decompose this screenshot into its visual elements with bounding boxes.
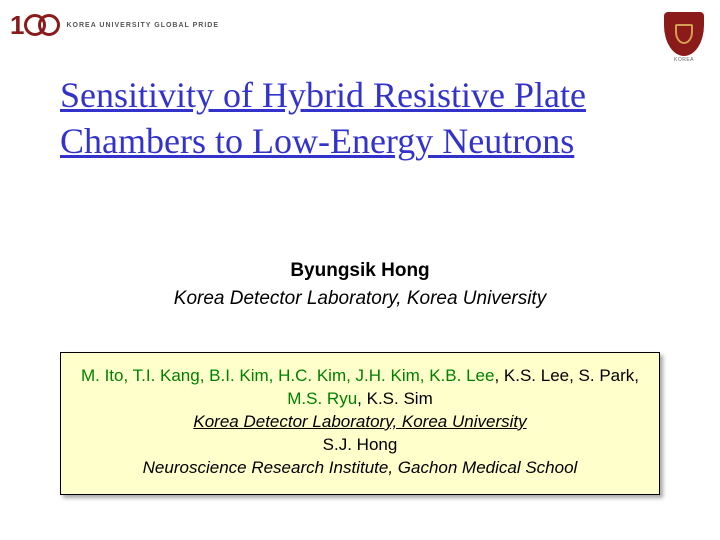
- presenter-block: Byungsik Hong Korea Detector Laboratory,…: [0, 260, 720, 310]
- slide-title: Sensitivity of Hybrid Resistive Plate Ch…: [60, 72, 620, 164]
- anniversary-logo: 1 KOREA UNIVERSITY GLOBAL PRIDE: [10, 12, 219, 38]
- presenter-name: Byungsik Hong: [0, 260, 720, 282]
- logo-tagline: KOREA UNIVERSITY GLOBAL PRIDE: [66, 22, 219, 29]
- authors-affiliation-2: Neuroscience Research Institute, Gachon …: [77, 457, 643, 480]
- authors-line-1: M. Ito, T.I. Kang, B.I. Kim, H.C. Kim, J…: [77, 365, 643, 388]
- logo-100-icon: 1: [10, 12, 60, 38]
- authors-line-3: S.J. Hong: [77, 434, 643, 457]
- shield-label: KOREA: [664, 57, 704, 63]
- presenter-affiliation: Korea Detector Laboratory, Korea Univers…: [0, 288, 720, 310]
- authors-line-2: M.S. Ryu, K.S. Sim: [77, 388, 643, 411]
- authors-affiliation-1: Korea Detector Laboratory, Korea Univers…: [77, 411, 643, 434]
- university-shield-logo: KOREA: [664, 12, 704, 60]
- authors-box: M. Ito, T.I. Kang, B.I. Kim, H.C. Kim, J…: [60, 352, 660, 495]
- shield-icon: [664, 12, 704, 56]
